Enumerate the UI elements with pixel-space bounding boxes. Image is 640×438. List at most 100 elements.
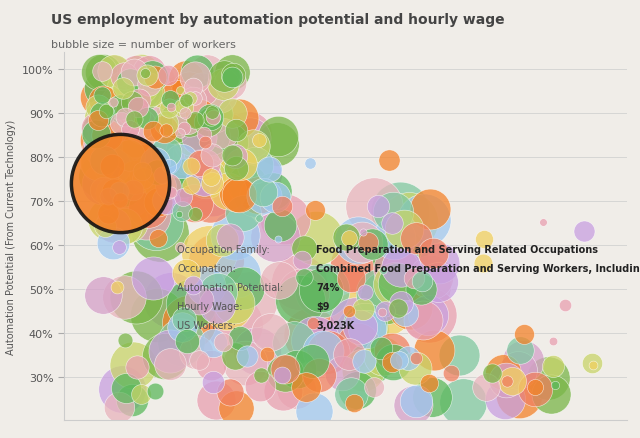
Point — [163, 73, 173, 80]
Point — [369, 203, 380, 210]
Point — [238, 284, 248, 291]
Point — [109, 188, 120, 195]
Point — [120, 337, 131, 344]
Point — [548, 338, 558, 345]
Point — [169, 137, 179, 144]
Point — [253, 215, 264, 222]
Point — [165, 96, 175, 103]
Point — [165, 104, 175, 111]
Point — [94, 94, 104, 101]
Point — [146, 90, 156, 97]
Point — [102, 210, 113, 217]
Point — [107, 163, 117, 170]
Point — [200, 95, 210, 102]
Point — [184, 176, 194, 183]
Point — [376, 344, 386, 351]
Point — [106, 162, 116, 170]
Point — [388, 209, 399, 216]
Point — [93, 126, 103, 133]
Point — [175, 88, 186, 95]
Point — [165, 360, 175, 367]
Point — [230, 232, 241, 239]
Point — [202, 71, 212, 78]
Point — [487, 370, 497, 377]
Point — [310, 208, 321, 215]
Point — [184, 86, 194, 93]
Point — [107, 190, 117, 197]
Point — [182, 116, 192, 123]
Point — [218, 81, 228, 88]
Point — [137, 85, 147, 92]
Point — [97, 161, 107, 168]
Point — [112, 99, 122, 106]
Point — [122, 106, 132, 113]
Point — [222, 302, 232, 309]
Point — [550, 382, 560, 389]
Point — [273, 133, 284, 140]
Point — [97, 92, 107, 99]
Point — [499, 369, 509, 376]
Point — [389, 281, 399, 288]
Point — [200, 139, 210, 146]
Point — [190, 139, 200, 146]
Point — [190, 211, 200, 218]
Point — [189, 92, 199, 99]
Point — [189, 200, 199, 207]
Point — [153, 199, 163, 206]
Point — [317, 347, 328, 354]
Point — [127, 99, 137, 106]
Point — [184, 107, 195, 114]
Point — [118, 183, 129, 190]
Point — [108, 240, 118, 247]
Point — [104, 215, 114, 223]
Point — [179, 316, 189, 323]
Point — [395, 208, 405, 215]
Point — [152, 170, 163, 177]
Point — [307, 357, 317, 364]
Text: Combined Food Preparation and Serving Workers, Including Fast Food: Combined Food Preparation and Serving Wo… — [316, 264, 640, 274]
Point — [353, 237, 363, 244]
Point — [208, 91, 218, 98]
Point — [230, 153, 240, 160]
Point — [115, 104, 125, 111]
Point — [276, 203, 287, 210]
Point — [205, 114, 215, 121]
Point — [387, 347, 397, 354]
Point — [358, 366, 369, 373]
Point — [408, 402, 418, 409]
Text: bubble size = number of workers: bubble size = number of workers — [51, 39, 236, 49]
Point — [118, 85, 129, 92]
Point — [502, 378, 512, 385]
Point — [417, 283, 428, 290]
Point — [136, 70, 147, 77]
Point — [270, 194, 280, 201]
Point — [120, 114, 130, 121]
Y-axis label: Automation Potential (From Current Technology): Automation Potential (From Current Techn… — [6, 119, 17, 354]
Point — [131, 294, 141, 301]
Point — [346, 391, 356, 398]
Point — [131, 86, 141, 93]
Point — [160, 145, 170, 152]
Point — [176, 158, 186, 165]
Point — [144, 70, 154, 77]
Point — [254, 138, 264, 145]
Point — [164, 115, 175, 122]
Point — [265, 329, 275, 336]
Point — [207, 190, 218, 197]
Point — [375, 290, 385, 297]
Point — [189, 107, 200, 114]
Point — [221, 132, 231, 139]
Point — [201, 283, 211, 290]
Point — [363, 239, 373, 246]
Point — [114, 244, 124, 251]
Point — [277, 371, 287, 378]
Point — [92, 126, 102, 133]
Text: $9: $9 — [316, 302, 330, 312]
Point — [180, 110, 190, 117]
Point — [301, 384, 311, 391]
Point — [518, 331, 529, 338]
Point — [138, 88, 148, 95]
Point — [99, 223, 109, 230]
Point — [207, 180, 217, 187]
Point — [176, 103, 186, 110]
